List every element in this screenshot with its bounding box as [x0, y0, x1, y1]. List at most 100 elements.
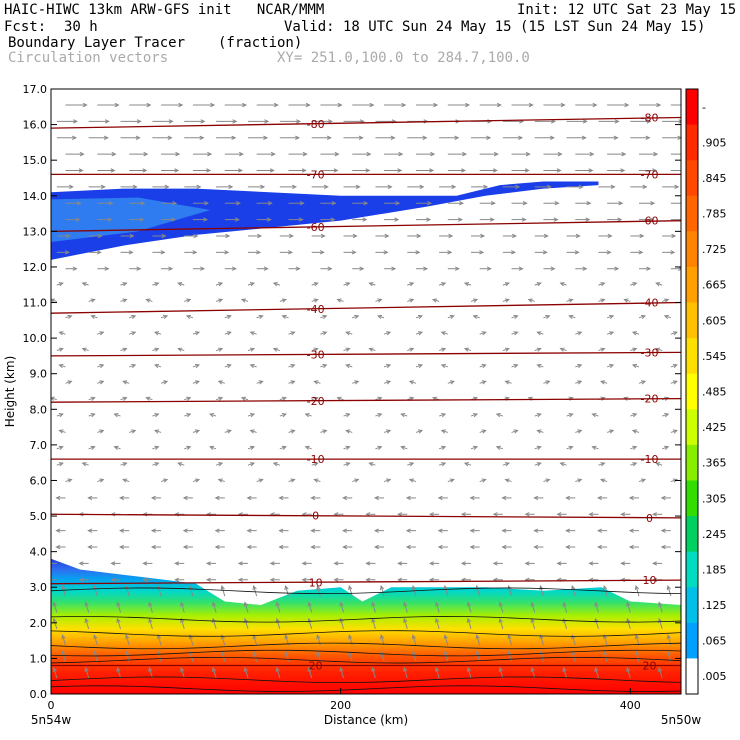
circulation-vector: [639, 151, 659, 157]
isotherm-label: -30: [641, 346, 659, 359]
circulation-vector: [502, 462, 510, 467]
circulation-vector: [435, 666, 440, 679]
circulation-vector: [215, 298, 224, 303]
x-endpoint-label: 5n54w: [31, 713, 72, 727]
circulation-vector: [375, 298, 383, 303]
circulation-vector: [534, 445, 542, 450]
circulation-vector: [65, 102, 88, 108]
circulation-vector: [415, 314, 424, 319]
circulation-vector: [383, 380, 392, 385]
circulation-vector: [479, 151, 499, 157]
circulation-vector: [153, 429, 162, 434]
circulation-vector: [81, 282, 89, 287]
circulation-vector: [188, 634, 194, 646]
circulation-vector: [660, 528, 671, 533]
circulation-vector: [51, 298, 57, 303]
circulation-vector: [339, 666, 345, 679]
circulation-vector: [639, 102, 662, 108]
circulation-vector: [161, 266, 174, 271]
circulation-vector: [428, 561, 440, 566]
circulation-vector: [437, 544, 448, 550]
circulation-vector: [320, 102, 343, 108]
circulation-vector: [97, 363, 105, 369]
y-tick-label: 0.0: [30, 688, 48, 701]
circulation-vector: [504, 380, 512, 385]
circulation-vector: [502, 347, 510, 352]
colorbar-swatch: [686, 409, 698, 446]
circulation-vector: [311, 135, 332, 140]
circulation-vector: [502, 184, 521, 190]
circulation-vector: [670, 331, 678, 336]
circulation-vector: [307, 601, 313, 613]
circulation-vector: [596, 528, 608, 533]
circulation-vector: [97, 331, 105, 336]
circulation-vector: [311, 119, 333, 124]
circulation-vector: [383, 429, 392, 434]
circulation-vector: [316, 585, 321, 597]
circulation-vector: [81, 462, 89, 467]
colorbar-swatch: [686, 266, 698, 304]
circulation-vector: [214, 495, 225, 501]
circulation-vector: [52, 617, 58, 630]
theta-contour: [51, 685, 681, 692]
circulation-vector: [598, 184, 616, 190]
circulation-vector: [407, 347, 415, 352]
circulation-vector: [534, 347, 542, 352]
circulation-vector: [152, 119, 174, 124]
circulation-vector: [588, 512, 599, 517]
circulation-vector: [288, 201, 305, 206]
circulation-vector: [240, 298, 249, 303]
circulation-vector: [320, 429, 328, 434]
circulation-vector: [652, 561, 663, 566]
circulation-vector: [511, 363, 519, 369]
circulation-vector: [352, 102, 375, 108]
y-tick-label: 12.0: [23, 261, 48, 274]
circulation-vector: [184, 396, 192, 401]
plot-frame: [50, 88, 682, 695]
circulation-vector: [120, 233, 135, 239]
circulation-vector: [511, 217, 527, 222]
circulation-vector: [184, 119, 206, 124]
circulation-vector: [247, 462, 256, 467]
circulation-vector: [97, 429, 105, 434]
circulation-vector: [598, 282, 606, 287]
circulation-vector: [177, 282, 185, 287]
circulation-vector: [479, 331, 487, 336]
colorbar-label: .545: [702, 350, 727, 363]
circulation-vector: [662, 413, 670, 418]
circulation-vector: [120, 135, 141, 140]
isotherm-label: -80: [641, 111, 659, 124]
circulation-vector: [288, 380, 296, 385]
circulation-vector: [252, 585, 258, 597]
circulation-vector: [471, 233, 486, 239]
circulation-vector: [533, 544, 544, 550]
circulation-vector: [670, 169, 681, 171]
circulation-vector: [343, 462, 351, 467]
circulation-vector: [119, 544, 130, 550]
circulation-vector: [90, 314, 98, 319]
circulation-vector: [663, 314, 672, 319]
circulation-vector: [670, 202, 681, 204]
circulation-vector: [269, 577, 280, 582]
circulation-vector: [411, 634, 417, 646]
circulation-vector: [237, 577, 248, 582]
circulation-vector: [247, 445, 256, 450]
circulation-vector: [150, 544, 162, 550]
circulation-vector: [343, 135, 364, 140]
circulation-vector: [87, 495, 98, 501]
colorbar-swatch: [686, 160, 698, 197]
x-endpoint-label: 5n50w: [661, 713, 702, 727]
circulation-vector: [65, 201, 82, 206]
circulation-vector: [466, 666, 472, 679]
circulation-vector: [498, 666, 504, 679]
circulation-vector: [447, 478, 455, 483]
circulation-vector: [606, 429, 615, 434]
circulation-vector: [343, 282, 351, 287]
circulation-vector: [120, 184, 138, 190]
circulation-vector: [377, 314, 385, 319]
circulation-vector: [192, 380, 201, 385]
colorbar-frame: [685, 88, 699, 695]
colorbar-label: .905: [702, 136, 727, 149]
circulation-vector: [447, 168, 467, 173]
circulation-vector: [670, 219, 681, 221]
